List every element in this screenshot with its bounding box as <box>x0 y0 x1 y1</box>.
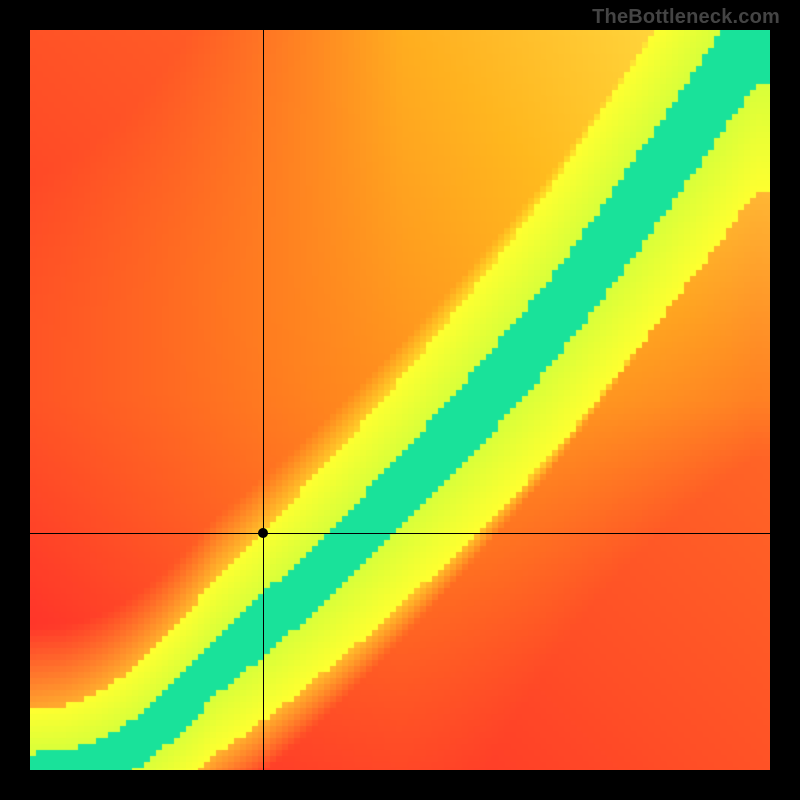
crosshair-marker <box>258 528 268 538</box>
plot-frame <box>30 30 770 770</box>
crosshair-horizontal <box>30 533 770 534</box>
crosshair-vertical <box>263 30 264 770</box>
watermark-text: TheBottleneck.com <box>592 6 780 29</box>
heatmap-canvas <box>30 30 770 770</box>
viewport: TheBottleneck.com <box>0 0 800 800</box>
